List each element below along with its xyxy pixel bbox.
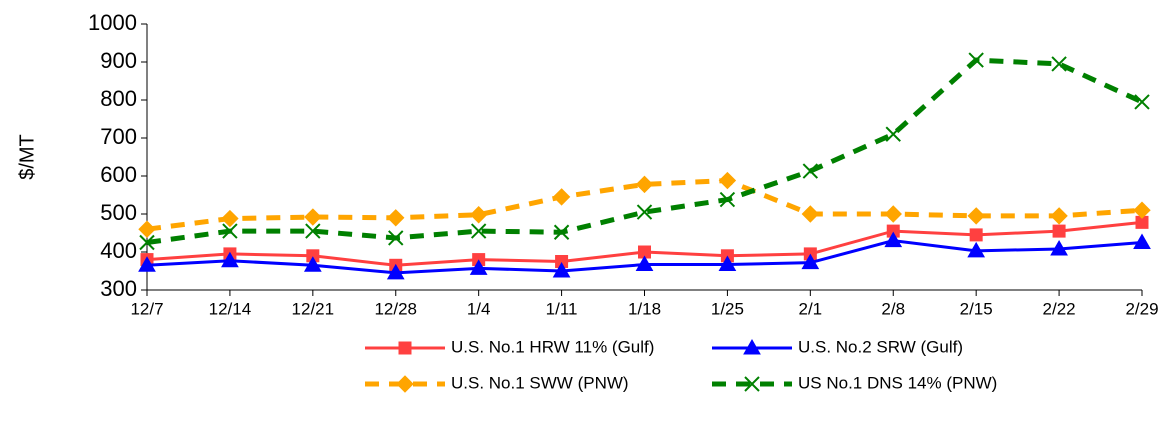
marker: [801, 253, 820, 270]
marker: [719, 191, 736, 208]
marker: [553, 224, 570, 240]
x-tick-label: 2/29: [1125, 299, 1158, 318]
marker: [635, 255, 654, 272]
y-axis-label: $/MT: [16, 134, 38, 180]
marker: [138, 220, 156, 238]
marker: [1133, 233, 1151, 249]
marker: [138, 256, 156, 272]
x-tick-label: 12/7: [130, 299, 163, 318]
legend-label: U.S. No.1 HRW 11% (Gulf): [451, 337, 654, 356]
x-tick-label: 2/15: [960, 299, 993, 318]
marker: [305, 223, 321, 239]
marker: [884, 205, 902, 223]
marker: [388, 230, 404, 246]
x-tick-label: 12/14: [209, 299, 252, 318]
x-tick-label: 2/8: [881, 299, 905, 318]
marker: [386, 263, 405, 280]
marker: [969, 228, 983, 242]
y-tick-label: 800: [100, 86, 137, 111]
marker: [967, 207, 985, 225]
x-tick-label: 2/22: [1043, 299, 1076, 318]
y-tick-label: 900: [100, 48, 137, 73]
marker: [635, 175, 654, 194]
marker: [396, 375, 414, 393]
y-tick-label: 600: [100, 162, 137, 187]
marker: [718, 171, 737, 190]
x-tick-label: 1/18: [628, 299, 661, 318]
marker: [1052, 224, 1066, 238]
x-tick-label: 1/25: [711, 299, 744, 318]
marker: [469, 259, 488, 275]
marker: [718, 255, 737, 272]
marker: [802, 163, 819, 179]
marker: [967, 241, 986, 258]
marker: [304, 208, 322, 226]
y-tick-label: 300: [100, 276, 137, 301]
marker: [552, 261, 571, 278]
y-tick-label: 500: [100, 200, 137, 225]
marker: [303, 256, 322, 272]
marker: [801, 205, 820, 223]
marker: [387, 209, 405, 227]
x-tick-label: 1/11: [546, 299, 578, 318]
marker: [1050, 239, 1068, 256]
marker: [636, 204, 653, 220]
marker: [139, 234, 155, 251]
marker: [552, 188, 571, 206]
marker: [1134, 94, 1150, 110]
x-tick-label: 2/1: [799, 299, 823, 318]
y-tick-label: 400: [100, 238, 137, 263]
marker: [222, 223, 238, 239]
x-tick-label: 12/21: [292, 299, 335, 318]
marker: [884, 231, 903, 248]
marker: [1050, 207, 1068, 225]
marker: [1133, 201, 1151, 219]
x-tick-label: 12/28: [374, 299, 417, 318]
marker: [398, 341, 412, 355]
marker: [743, 338, 761, 355]
legend-label: U.S. No.2 SRW (Gulf): [798, 337, 963, 356]
marker: [221, 251, 239, 268]
legend-label: U.S. No.1 SWW (PNW): [451, 373, 629, 392]
marker: [469, 206, 488, 224]
y-tick-label: 1000: [88, 10, 137, 35]
marker: [221, 209, 239, 228]
x-tick-label: 1/4: [467, 299, 491, 318]
marker: [1051, 56, 1067, 72]
marker: [744, 376, 760, 392]
marker: [968, 52, 984, 68]
marker: [885, 126, 901, 142]
marker: [470, 223, 487, 239]
legend-label: US No.1 DNS 14% (PNW): [798, 373, 997, 392]
y-tick-label: 700: [100, 124, 137, 149]
